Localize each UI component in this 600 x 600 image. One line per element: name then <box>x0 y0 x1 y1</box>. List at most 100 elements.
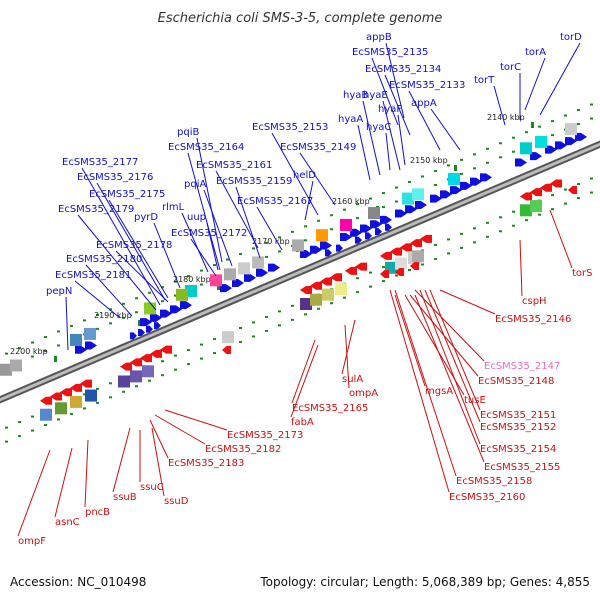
reverse-gene-arrow <box>380 251 392 260</box>
tick-dot <box>252 335 255 338</box>
tick-dot <box>187 349 190 352</box>
forward-gene-arrow <box>385 223 392 231</box>
gene-feature-block <box>300 298 312 310</box>
leader-line <box>65 296 69 351</box>
tick-dot <box>356 217 359 220</box>
leader-line <box>341 319 356 375</box>
forward-gene-label: EcSMS35_2167 <box>237 196 313 207</box>
reverse-gene-arrow <box>550 179 562 188</box>
gene-feature-block <box>448 172 460 185</box>
reverse-gene-arrow <box>345 266 357 275</box>
tick-dot <box>382 280 385 283</box>
forward-gene-arrow <box>146 325 153 333</box>
forward-gene-arrow <box>85 341 97 350</box>
forward-gene-label: EcSMS35_2181 <box>55 270 131 281</box>
tick-dot <box>356 277 359 280</box>
gene-feature-block <box>70 395 82 408</box>
tick-dot <box>57 330 60 333</box>
tick-dot <box>31 341 34 344</box>
tick-dot <box>551 120 554 123</box>
forward-gene-label: EcSMS35_2153 <box>252 122 328 133</box>
forward-gene-arrow <box>300 250 312 258</box>
tick-dot <box>174 280 177 283</box>
leader-line <box>203 189 233 267</box>
reverse-gene-label: torS <box>572 268 593 279</box>
leader-line <box>519 239 523 297</box>
gene-feature-block <box>210 274 222 287</box>
tick-dot <box>70 324 73 327</box>
forward-gene-arrow <box>470 177 482 186</box>
tick-dot <box>31 415 34 418</box>
kbp-label: 2150 kbp <box>410 156 448 165</box>
forward-gene-label: EcSMS35_2177 <box>62 157 138 168</box>
gene-feature-block <box>130 370 142 383</box>
tick-dot <box>161 374 164 377</box>
tick-dot <box>135 385 138 388</box>
tick-dot <box>291 230 294 233</box>
tick-dot <box>5 426 8 429</box>
tick-dot <box>265 329 268 332</box>
leader-line <box>299 152 336 206</box>
tick-dot <box>512 136 515 139</box>
leader-line <box>77 214 157 311</box>
kbp-label: 2200 kbp <box>10 347 48 356</box>
kbp-label: 2190 kbp <box>94 311 132 320</box>
tick-dot <box>356 203 359 206</box>
tick-dot <box>460 246 463 249</box>
tick-dot <box>122 390 125 393</box>
forward-gene-label: torA <box>525 47 546 58</box>
gene-feature-block <box>224 268 236 281</box>
leader-line <box>419 289 481 445</box>
tick-dot <box>486 235 489 238</box>
tick-dot <box>96 387 99 390</box>
leader-line <box>215 170 259 249</box>
tick-dot <box>31 429 34 432</box>
tick-dot <box>577 109 580 112</box>
reverse-gene-label: ssuC <box>140 482 164 493</box>
tick-dot <box>57 344 60 347</box>
gene-feature-block <box>412 188 424 201</box>
tick-dot <box>161 286 164 289</box>
forward-gene-arrow <box>320 241 332 250</box>
reverse-gene-label: EcSMS35_2148 <box>478 376 554 387</box>
tick-dot <box>408 269 411 272</box>
reverse-gene-arrow <box>395 268 404 276</box>
reverse-gene-arrow <box>330 273 342 282</box>
kbp-tick <box>454 165 457 171</box>
forward-gene-arrow <box>340 232 352 241</box>
reverse-gene-label: pncB <box>85 507 110 518</box>
reverse-gene-label: EcSMS35_2165 <box>292 403 368 414</box>
tick-dot <box>499 230 502 233</box>
gene-feature-block <box>252 256 264 269</box>
tick-dot <box>512 150 515 153</box>
tick-dot <box>174 294 177 297</box>
gene-feature-block <box>322 288 334 301</box>
tick-dot <box>343 208 346 211</box>
reverse-gene-arrow <box>540 183 552 192</box>
reverse-gene-label: EcSMS35_2152 <box>480 422 556 433</box>
leader-line <box>549 209 573 269</box>
tick-dot <box>590 191 593 194</box>
forward-gene-label: EcSMS35_2176 <box>77 172 153 183</box>
gene-feature-block <box>412 250 424 263</box>
tick-dot <box>499 156 502 159</box>
leader-line <box>414 294 485 463</box>
tick-dot <box>213 264 216 267</box>
reverse-gene-arrow <box>80 379 92 388</box>
kbp-label: 2180 kbp <box>173 275 211 284</box>
reverse-gene-arrow <box>310 281 322 290</box>
gene-feature-block <box>335 283 347 296</box>
reverse-gene-arrow <box>160 345 172 354</box>
tick-dot <box>200 269 203 272</box>
tick-dot <box>460 232 463 235</box>
leader-line <box>291 339 316 404</box>
forward-gene-arrow <box>380 215 392 224</box>
tick-dot <box>447 252 450 255</box>
leader-line <box>357 124 371 181</box>
leader-line <box>153 222 181 289</box>
reverse-gene-arrow <box>400 243 412 252</box>
reverse-gene-label: EcSMS35_2183 <box>168 458 244 469</box>
leader-line <box>190 238 217 277</box>
forward-gene-arrow <box>460 181 472 190</box>
tick-dot <box>486 161 489 164</box>
